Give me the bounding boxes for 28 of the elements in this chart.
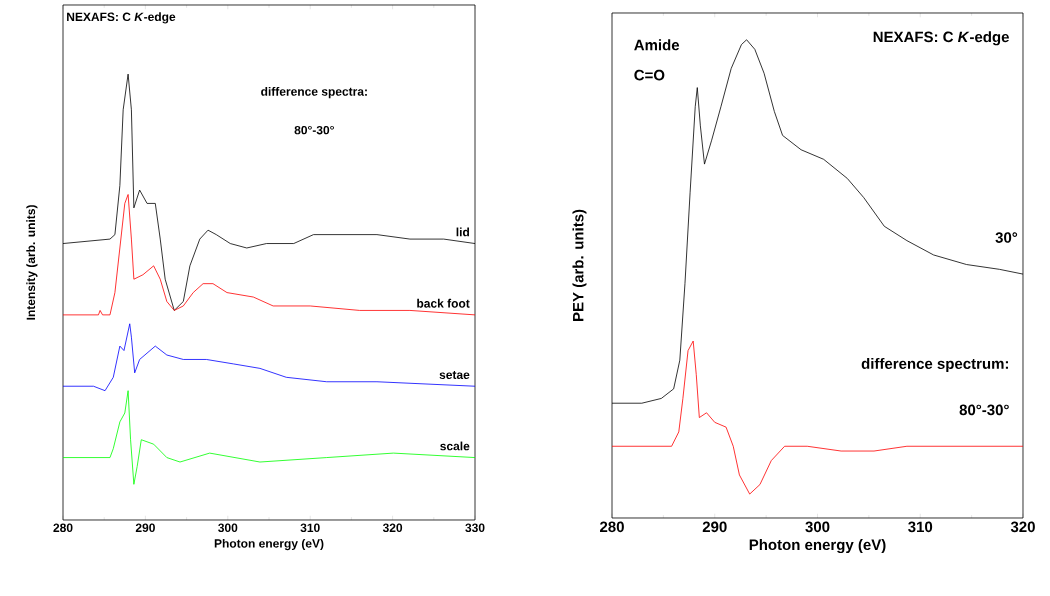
x-tick-label: 320 <box>382 523 403 533</box>
x-tick-label: 310 <box>908 521 933 533</box>
text: NEXAFS: C K-edge <box>67 12 176 24</box>
x-axis-title: Photon energy (eV) <box>214 538 324 551</box>
annotation: 80°-30° <box>294 125 334 135</box>
x-tick-label: 330 <box>465 523 485 533</box>
series-label: scale <box>440 441 470 451</box>
annotation: C=O <box>634 69 665 81</box>
x-tick-label: 280 <box>600 521 624 533</box>
y-axis-title: PEY (arb. units) <box>572 209 587 322</box>
annotation: difference spectra: <box>261 86 367 99</box>
annotation: Amide <box>634 39 680 51</box>
x-tick-label: 290 <box>702 521 727 533</box>
x-tick-label: 300 <box>805 521 830 533</box>
series-label: lid <box>456 227 470 237</box>
series-label: 30° <box>995 232 1018 243</box>
annotation: NEXAFS: C K-edge <box>873 31 1009 46</box>
y-axis-title: Intensity (arb. units) <box>26 205 38 320</box>
series-label: back foot <box>417 298 470 308</box>
x-tick-label: 320 <box>1010 521 1035 533</box>
x-tick-label: 310 <box>300 523 320 533</box>
series-label: setae <box>439 371 470 380</box>
annotation: difference spectrum: <box>861 357 1008 372</box>
x-tick-label: 300 <box>218 523 238 533</box>
x-tick-label: 280 <box>53 523 73 533</box>
x-axis-title: Photon energy (eV) <box>749 539 886 554</box>
annotation: 80°-30° <box>959 404 1009 416</box>
x-tick-label: 290 <box>135 523 155 533</box>
